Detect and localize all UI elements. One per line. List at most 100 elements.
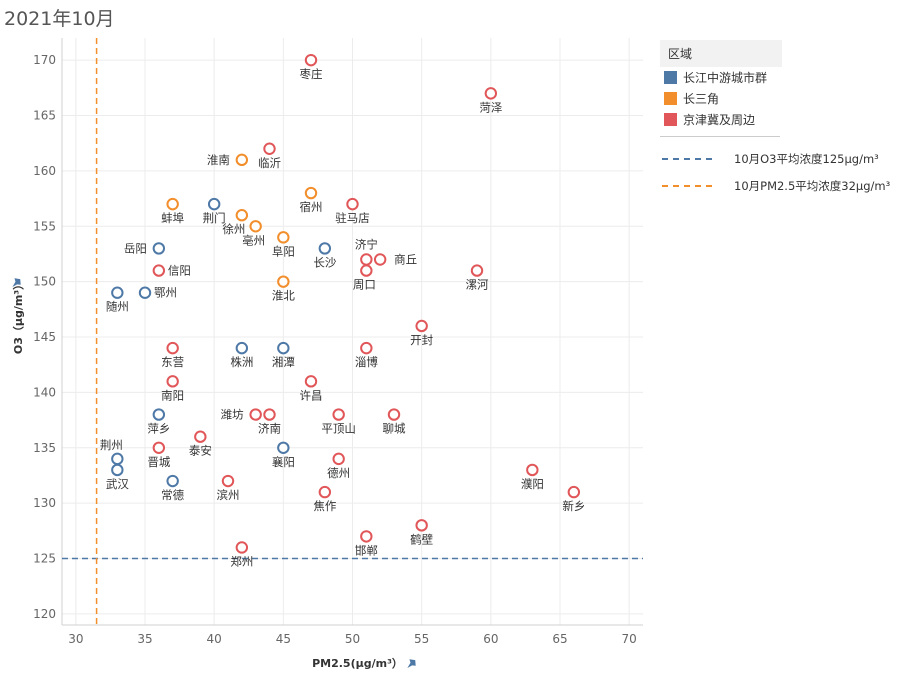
data-point[interactable] bbox=[263, 142, 276, 155]
y-tick-label: 150 bbox=[33, 275, 56, 289]
point-label: 菏泽 bbox=[479, 100, 502, 114]
legend-item-changsanjiao[interactable]: 长三角 bbox=[660, 88, 895, 109]
point-label: 南阳 bbox=[161, 388, 184, 402]
point-label: 鄂州 bbox=[154, 286, 177, 300]
point-label: 新乡 bbox=[562, 499, 585, 513]
data-point[interactable] bbox=[484, 87, 498, 100]
point-label: 德州 bbox=[327, 466, 350, 480]
point-label: 晋城 bbox=[147, 455, 170, 469]
y-axis-title: O3（μg/m³） bbox=[12, 279, 25, 354]
data-point[interactable] bbox=[166, 375, 179, 388]
legend: 区域 长江中游城市群 长三角 京津冀及周边 10月O3平均浓度125μg/m³ … bbox=[660, 40, 895, 199]
data-point[interactable] bbox=[415, 319, 428, 333]
data-point[interactable] bbox=[152, 242, 166, 255]
data-point[interactable] bbox=[194, 430, 207, 443]
pin-icon[interactable] bbox=[9, 276, 23, 290]
point-label: 淮南 bbox=[207, 153, 230, 167]
point-label: 聊城 bbox=[383, 422, 406, 436]
point-label: 周口 bbox=[353, 278, 376, 292]
point-label: 许昌 bbox=[300, 388, 323, 402]
data-point[interactable] bbox=[249, 220, 262, 233]
data-point[interactable] bbox=[567, 485, 581, 499]
data-point[interactable] bbox=[111, 463, 124, 477]
data-point[interactable] bbox=[277, 231, 290, 244]
data-point[interactable] bbox=[415, 519, 428, 532]
data-point[interactable] bbox=[235, 541, 249, 554]
point-label: 鹤壁 bbox=[410, 532, 433, 546]
data-point[interactable] bbox=[360, 530, 373, 543]
point-label: 济南 bbox=[258, 422, 281, 436]
point-label: 随州 bbox=[106, 300, 129, 314]
point-label: 焦作 bbox=[313, 499, 336, 513]
point-label: 岳阳 bbox=[124, 241, 147, 255]
point-label: 蚌埠 bbox=[161, 211, 184, 225]
data-point[interactable] bbox=[207, 197, 221, 211]
data-point[interactable] bbox=[111, 286, 124, 299]
ref-line-swatch bbox=[662, 184, 712, 187]
point-label: 株洲 bbox=[230, 355, 253, 369]
legend-swatch bbox=[664, 92, 677, 105]
data-point[interactable] bbox=[221, 474, 235, 488]
data-point[interactable] bbox=[387, 408, 401, 421]
data-point[interactable] bbox=[138, 286, 152, 299]
point-label: 徐州 bbox=[222, 222, 245, 236]
legend-label: 长三角 bbox=[683, 92, 720, 106]
data-point[interactable] bbox=[166, 341, 179, 355]
data-point[interactable] bbox=[304, 53, 318, 67]
y-tick-label: 120 bbox=[33, 607, 56, 621]
point-label: 郑州 bbox=[230, 554, 253, 568]
data-point[interactable] bbox=[360, 341, 373, 355]
data-point[interactable] bbox=[332, 408, 345, 421]
data-point[interactable] bbox=[304, 375, 318, 388]
ref-line-label: 10月O3平均浓度125μg/m³ bbox=[734, 151, 879, 166]
data-point[interactable] bbox=[235, 153, 249, 167]
point-label: 武汉 bbox=[106, 477, 129, 491]
pin-icon[interactable] bbox=[404, 657, 418, 671]
point-label: 开封 bbox=[410, 333, 433, 347]
data-point[interactable] bbox=[166, 474, 179, 488]
data-point[interactable] bbox=[263, 408, 276, 421]
point-label: 宿州 bbox=[300, 200, 323, 214]
x-tick-label: 70 bbox=[622, 632, 637, 646]
x-tick-label: 50 bbox=[345, 632, 360, 646]
data-point[interactable] bbox=[470, 264, 484, 277]
x-axis-title: PM2.5(μg/m³） bbox=[312, 657, 403, 670]
y-tick-label: 125 bbox=[33, 552, 56, 566]
point-label: 滨州 bbox=[217, 488, 240, 502]
ref-line-label: 10月PM2.5平均浓度32μg/m³ bbox=[734, 178, 891, 193]
point-label: 萍乡 bbox=[147, 422, 170, 436]
data-point[interactable] bbox=[277, 441, 290, 454]
data-point[interactable] bbox=[526, 463, 539, 477]
data-point[interactable] bbox=[346, 197, 359, 211]
data-point[interactable] bbox=[373, 253, 387, 266]
data-point[interactable] bbox=[318, 242, 332, 255]
legend-swatch bbox=[664, 71, 677, 84]
point-label: 襄阳 bbox=[272, 455, 295, 469]
data-point[interactable] bbox=[235, 209, 249, 222]
point-label: 泰安 bbox=[189, 444, 212, 458]
data-point[interactable] bbox=[360, 264, 373, 277]
y-tick-label: 140 bbox=[33, 385, 56, 399]
data-point[interactable] bbox=[111, 452, 124, 466]
data-point[interactable] bbox=[318, 485, 332, 499]
y-tick-label: 155 bbox=[33, 219, 56, 233]
y-tick-label: 135 bbox=[33, 441, 56, 455]
data-point[interactable] bbox=[277, 341, 290, 355]
point-label: 枣庄 bbox=[300, 67, 323, 81]
data-point[interactable] bbox=[360, 253, 373, 266]
point-label: 荆门 bbox=[203, 211, 226, 225]
data-point[interactable] bbox=[166, 197, 179, 211]
data-point[interactable] bbox=[235, 341, 249, 355]
x-tick-label: 45 bbox=[276, 632, 291, 646]
data-point[interactable] bbox=[152, 264, 166, 277]
legend-ref-o3: 10月O3平均浓度125μg/m³ bbox=[660, 145, 895, 172]
data-point[interactable] bbox=[332, 452, 345, 466]
data-point[interactable] bbox=[304, 186, 318, 200]
data-point[interactable] bbox=[277, 275, 290, 288]
legend-item-changjiang[interactable]: 长江中游城市群 bbox=[660, 67, 895, 88]
data-point[interactable] bbox=[152, 441, 166, 454]
data-point[interactable] bbox=[152, 408, 166, 421]
data-point[interactable] bbox=[249, 408, 262, 421]
legend-item-jingjinji[interactable]: 京津冀及周边 bbox=[660, 109, 895, 130]
